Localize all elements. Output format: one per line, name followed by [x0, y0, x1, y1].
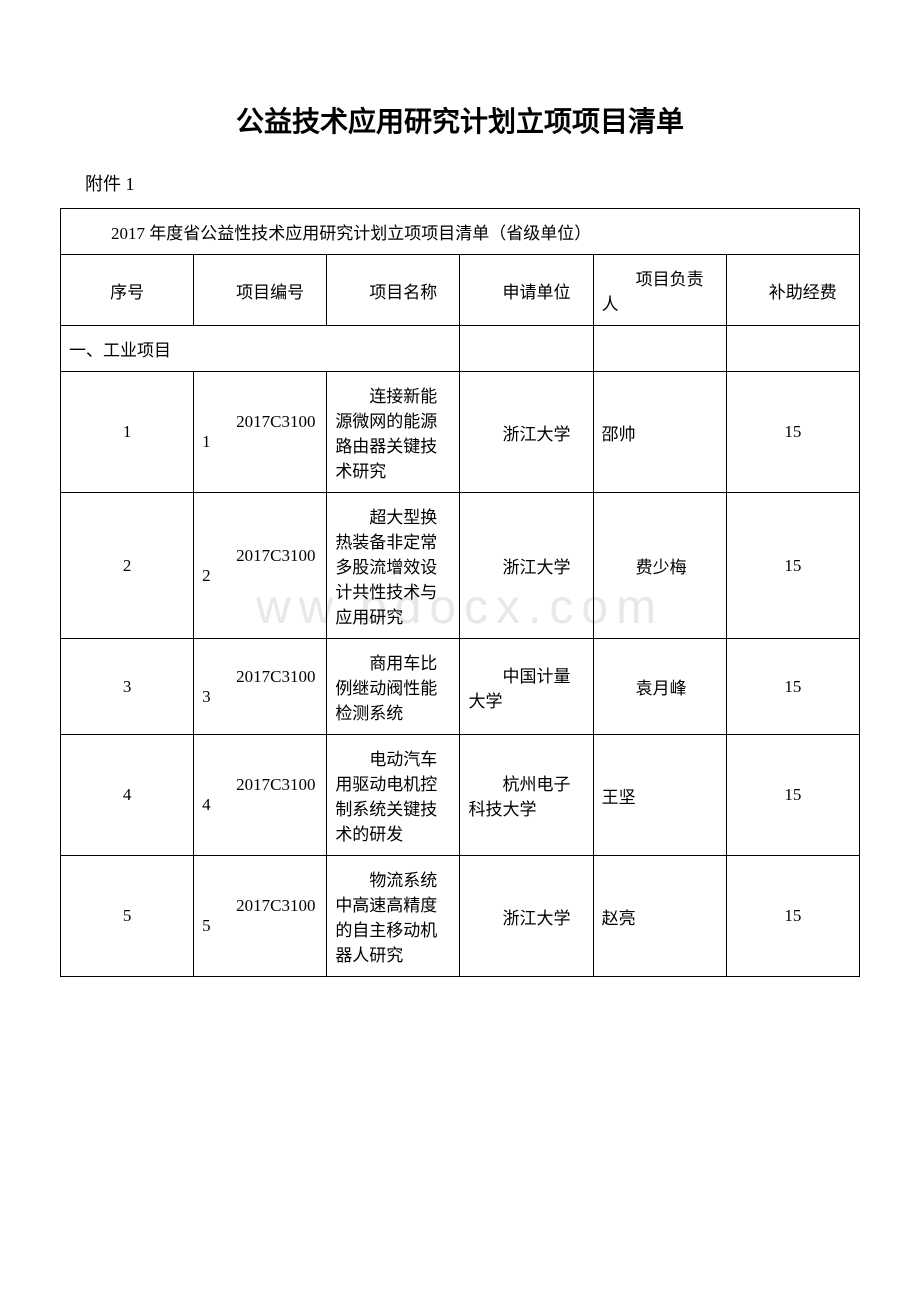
cell-name: 连接新能源微网的能源路由器关键技术研究 — [327, 372, 460, 493]
cell-fund: 15 — [726, 735, 859, 856]
cell-owner: 赵亮 — [593, 856, 726, 977]
section-empty-fund — [726, 326, 859, 372]
cell-name: 物流系统中高速高精度的自主移动机器人研究 — [327, 856, 460, 977]
header-code: 项目编号 — [194, 255, 327, 326]
document-title: 公益技术应用研究计划立项项目清单 — [60, 100, 860, 140]
cell-index: 2 — [61, 493, 194, 639]
cell-index: 5 — [61, 856, 194, 977]
header-name: 项目名称 — [327, 255, 460, 326]
attachment-label: 附件 1 — [60, 170, 860, 196]
projects-table: 2017 年度省公益性技术应用研究计划立项项目清单（省级单位） 序号 项目编号 … — [60, 208, 860, 977]
table-row: 1 2017C31001 连接新能源微网的能源路由器关键技术研究 浙江大学 邵帅… — [61, 372, 860, 493]
table-row: 5 2017C31005 物流系统中高速高精度的自主移动机器人研究 浙江大学 赵… — [61, 856, 860, 977]
cell-code: 2017C31003 — [194, 639, 327, 735]
cell-index: 1 — [61, 372, 194, 493]
cell-owner: 王坚 — [593, 735, 726, 856]
cell-unit: 中国计量大学 — [460, 639, 593, 735]
cell-owner: 费少梅 — [593, 493, 726, 639]
table-row: 3 2017C31003 商用车比例继动阀性能检测系统 中国计量大学 袁月峰 1… — [61, 639, 860, 735]
cell-code: 2017C31005 — [194, 856, 327, 977]
cell-code: 2017C31004 — [194, 735, 327, 856]
cell-name: 电动汽车用驱动电机控制系统关键技术的研发 — [327, 735, 460, 856]
cell-code: 2017C31001 — [194, 372, 327, 493]
cell-fund: 15 — [726, 493, 859, 639]
table-header-row: 序号 项目编号 项目名称 申请单位 项目负责人 补助经费 — [61, 255, 860, 326]
table-section-row: 一、工业项目 — [61, 326, 860, 372]
cell-fund: 15 — [726, 372, 859, 493]
table-caption-row: 2017 年度省公益性技术应用研究计划立项项目清单（省级单位） — [61, 209, 860, 255]
cell-index: 4 — [61, 735, 194, 856]
cell-owner: 袁月峰 — [593, 639, 726, 735]
cell-unit: 浙江大学 — [460, 493, 593, 639]
header-index: 序号 — [61, 255, 194, 326]
cell-code: 2017C31002 — [194, 493, 327, 639]
document-content: 公益技术应用研究计划立项项目清单 附件 1 2017 年度省公益性技术应用研究计… — [60, 100, 860, 977]
table-row: 2 2017C31002 超大型换热装备非定常多股流增效设计共性技术与应用研究 … — [61, 493, 860, 639]
header-fund: 补助经费 — [726, 255, 859, 326]
header-owner: 项目负责人 — [593, 255, 726, 326]
cell-unit: 杭州电子科技大学 — [460, 735, 593, 856]
section-empty-unit — [460, 326, 593, 372]
cell-index: 3 — [61, 639, 194, 735]
cell-owner: 邵帅 — [593, 372, 726, 493]
cell-name: 商用车比例继动阀性能检测系统 — [327, 639, 460, 735]
cell-fund: 15 — [726, 856, 859, 977]
header-unit: 申请单位 — [460, 255, 593, 326]
section-label: 一、工业项目 — [61, 326, 460, 372]
table-row: 4 2017C31004 电动汽车用驱动电机控制系统关键技术的研发 杭州电子科技… — [61, 735, 860, 856]
section-empty-owner — [593, 326, 726, 372]
cell-unit: 浙江大学 — [460, 372, 593, 493]
cell-name: 超大型换热装备非定常多股流增效设计共性技术与应用研究 — [327, 493, 460, 639]
cell-fund: 15 — [726, 639, 859, 735]
cell-unit: 浙江大学 — [460, 856, 593, 977]
table-caption: 2017 年度省公益性技术应用研究计划立项项目清单（省级单位） — [61, 209, 860, 255]
